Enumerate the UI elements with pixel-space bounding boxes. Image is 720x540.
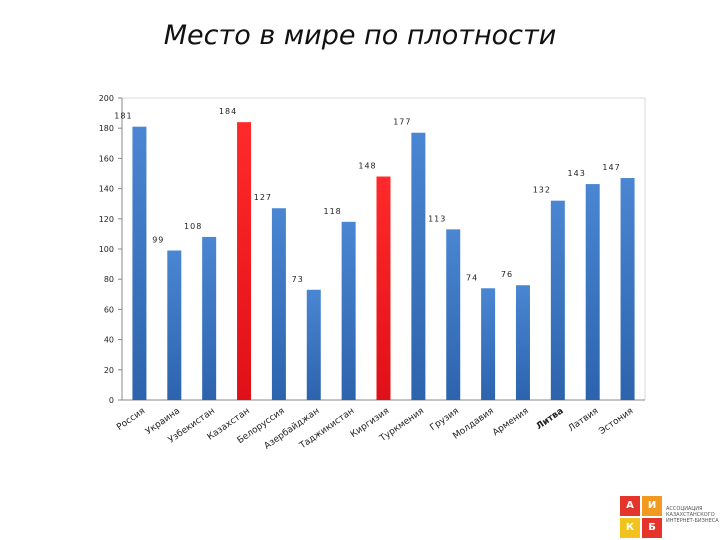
logo-letter-b: Б: [642, 518, 662, 538]
data-label: 184: [219, 107, 237, 116]
data-label: 118: [323, 207, 341, 216]
y-tick-label: 0: [109, 396, 114, 405]
y-tick-label: 200: [99, 94, 114, 103]
bar: [481, 288, 496, 400]
x-tick-label: Эстония: [597, 406, 635, 437]
y-tick-label: 20: [104, 366, 114, 375]
y-tick-label: 160: [99, 154, 114, 163]
data-label: 143: [568, 169, 586, 178]
bar: [306, 289, 321, 400]
data-label: 132: [533, 186, 551, 195]
logo-text: АССОЦИАЦИЯ КАЗАХСТАНСКОГО ИНТЕРНЕТ-БИЗНЕ…: [666, 506, 719, 524]
x-tick-label: Латвия: [567, 406, 601, 434]
bar: [620, 178, 635, 400]
y-tick-label: 120: [99, 215, 114, 224]
logo-letter-i: И: [642, 496, 662, 516]
bar: [515, 285, 530, 400]
bar-chart: 020406080100120140160180200181Россия99Ук…: [99, 94, 646, 450]
data-label: 181: [114, 112, 132, 121]
bar: [202, 236, 217, 400]
bar: [446, 229, 461, 400]
y-tick-label: 40: [104, 336, 114, 345]
logo: А И К Б АССОЦИАЦИЯ КАЗАХСТАНСКОГО ИНТЕРН…: [620, 496, 720, 540]
data-label: 73: [292, 275, 304, 284]
logo-mark: А И К Б: [620, 496, 662, 538]
data-label: 99: [152, 236, 164, 245]
data-label: 74: [466, 273, 478, 282]
y-tick-label: 180: [99, 124, 114, 133]
x-tick-label: Россия: [115, 406, 147, 433]
bar: [411, 132, 426, 401]
logo-letter-a: А: [620, 496, 640, 516]
y-tick-label: 100: [99, 245, 114, 254]
data-label: 147: [602, 163, 620, 172]
chart-title: Место в мире по плотности: [163, 20, 557, 51]
data-label: 177: [393, 118, 411, 127]
bar: [550, 200, 565, 400]
y-tick-label: 140: [99, 185, 114, 194]
bar: [132, 126, 147, 400]
logo-letter-k: К: [620, 518, 640, 538]
y-tick-label: 80: [104, 275, 114, 284]
bar: [585, 184, 600, 400]
y-tick-label: 60: [104, 305, 114, 314]
bar: [237, 122, 252, 400]
x-tick-label: Армения: [491, 406, 531, 438]
bar: [167, 250, 182, 400]
data-label: 127: [254, 193, 272, 202]
bar: [376, 176, 391, 400]
data-label: 148: [358, 162, 376, 171]
data-label: 108: [184, 222, 202, 231]
data-label: 76: [501, 270, 513, 279]
data-label: 113: [428, 214, 446, 223]
bar: [271, 208, 286, 400]
x-tick-label: Литва: [535, 406, 566, 432]
bar: [341, 221, 356, 400]
